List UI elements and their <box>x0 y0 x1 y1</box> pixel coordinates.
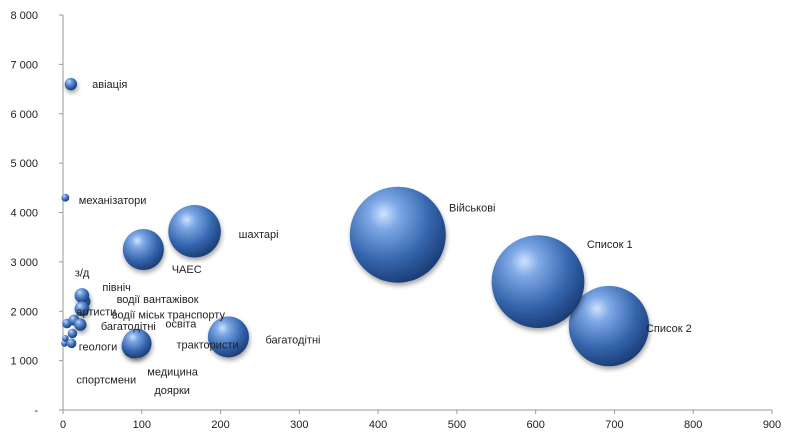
x-tick-label: 700 <box>605 419 623 431</box>
bubble <box>122 228 164 271</box>
y-tick-label: 3 000 <box>10 257 38 269</box>
bubble-label: з/д <box>75 268 90 280</box>
bubble <box>74 301 90 317</box>
y-tick-label: - <box>34 405 38 417</box>
bubble <box>568 285 650 367</box>
bubble <box>67 328 78 339</box>
bubble <box>122 328 152 358</box>
x-tick-label: 0 <box>60 419 66 431</box>
y-tick-label: 7 000 <box>10 59 38 71</box>
bubble <box>349 186 446 283</box>
bubble <box>64 77 78 91</box>
bubble <box>66 338 77 349</box>
bubble-label: північ <box>102 282 131 294</box>
y-tick-label: 6 000 <box>10 109 38 121</box>
bubble-label: доярки <box>154 385 190 397</box>
y-tick-label: 1 000 <box>10 356 38 368</box>
x-tick-label: 300 <box>290 419 308 431</box>
bubble <box>491 235 585 328</box>
y-tick-label: 8 000 <box>10 10 38 22</box>
y-tick-label: 5 000 <box>10 158 38 170</box>
bubbles <box>61 77 650 367</box>
x-tick-label: 100 <box>133 419 151 431</box>
bubble <box>74 318 87 331</box>
bubble <box>74 288 90 303</box>
bubble-label: Список 2 <box>646 323 692 335</box>
bubble <box>207 316 249 358</box>
bubble-label: геологи <box>79 341 118 353</box>
x-tick-label: 200 <box>211 419 229 431</box>
bubble-label: освіта <box>165 319 197 331</box>
bubble-label: Список 1 <box>587 239 633 251</box>
bubble-label: трактористи <box>176 339 238 351</box>
bubble-label: багатодітні <box>265 334 320 346</box>
y-tick-label: 2 000 <box>10 306 38 318</box>
bubble <box>168 204 221 258</box>
bubble-label: авіація <box>92 79 127 91</box>
bubble-label: спортсмени <box>76 374 136 386</box>
x-tick-label: 400 <box>369 419 387 431</box>
bubble-label: медицина <box>147 366 199 378</box>
x-tick-label: 900 <box>763 419 781 431</box>
bubble <box>61 193 70 202</box>
bubble-label: ЧАЕС <box>172 264 202 276</box>
bubble-label: багатодітні <box>101 321 156 333</box>
x-tick-label: 500 <box>448 419 466 431</box>
x-tick-label: 600 <box>526 419 544 431</box>
bubble-label: механізатори <box>79 195 147 207</box>
bubble <box>61 335 69 342</box>
x-tick-label: 800 <box>684 419 702 431</box>
bubble-label: Військові <box>449 203 496 215</box>
data-labels: авіація механізатори Військові Список 1 Спис… <box>75 79 692 397</box>
bubble-label: водії вантажівок <box>117 294 199 306</box>
axes: - 1 000 2 000 3 000 4 000 5 000 6 000 7 000 8 00… <box>10 10 781 431</box>
bubble-label: водії міськ транспорту <box>112 310 226 322</box>
y-tick-label: 4 000 <box>10 208 38 220</box>
bubble-label: артисти <box>76 306 116 318</box>
bubble-label: шахтарі <box>239 229 279 241</box>
